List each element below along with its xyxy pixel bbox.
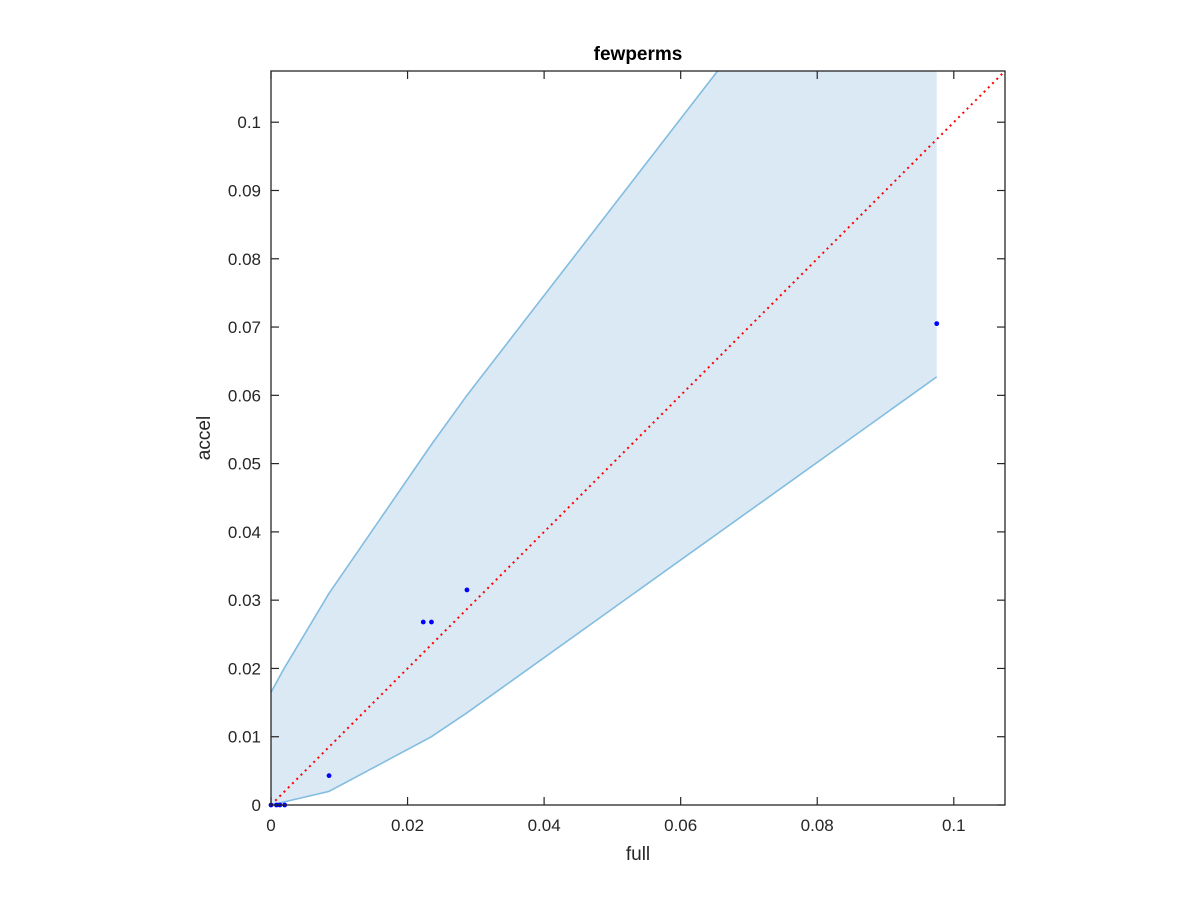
x-tick-label: 0 [266, 816, 275, 835]
chart-title: fewperms [594, 44, 683, 65]
x-tick-label: 0.04 [528, 816, 561, 835]
band-lower-edge [270, 376, 938, 806]
x-tick-labels: 0 0.02 0.04 0.06 0.08 0.1 [266, 816, 965, 835]
y-tick-label: 0.1 [237, 113, 261, 132]
data-point [326, 773, 332, 779]
y-tick-label: 0.05 [228, 455, 261, 474]
y-tick-label: 0.01 [228, 728, 261, 747]
reference-line-layer [270, 70, 1006, 806]
y-tick-label: 0.07 [228, 318, 261, 337]
y-tick-label: 0.03 [228, 591, 261, 610]
x-axis-label: full [626, 844, 650, 865]
x-tick-label: 0.1 [942, 816, 966, 835]
y-tick-labels: 0 0.01 0.02 0.03 0.04 0.05 0.06 0.07 0.08 0.09 0.1 [228, 113, 261, 815]
x-tick-label: 0.06 [664, 816, 697, 835]
axes-layer [270, 70, 1006, 806]
confidence-band-fill [271, 71, 937, 805]
y-axis-label: accel [194, 416, 215, 460]
y-tick-label: 0.04 [228, 523, 261, 542]
y-tick-label: 0.02 [228, 659, 261, 678]
reference-line-y-equals-x [270, 70, 1006, 806]
axes-box [270, 70, 1006, 806]
data-point [429, 619, 434, 625]
data-point [420, 619, 426, 625]
confidence-band-layer [270, 70, 938, 806]
data-point [464, 587, 470, 593]
x-tick-label: 0.02 [391, 816, 424, 835]
data-points-layer [268, 321, 940, 808]
band-upper-edge [270, 70, 719, 693]
y-tick-label: 0.09 [228, 181, 261, 200]
y-tick-label: 0 [252, 796, 261, 815]
x-tick-label: 0.08 [801, 816, 834, 835]
y-tick-label: 0.08 [228, 250, 261, 269]
y-tick-label: 0.06 [228, 386, 261, 405]
data-point [934, 321, 940, 327]
